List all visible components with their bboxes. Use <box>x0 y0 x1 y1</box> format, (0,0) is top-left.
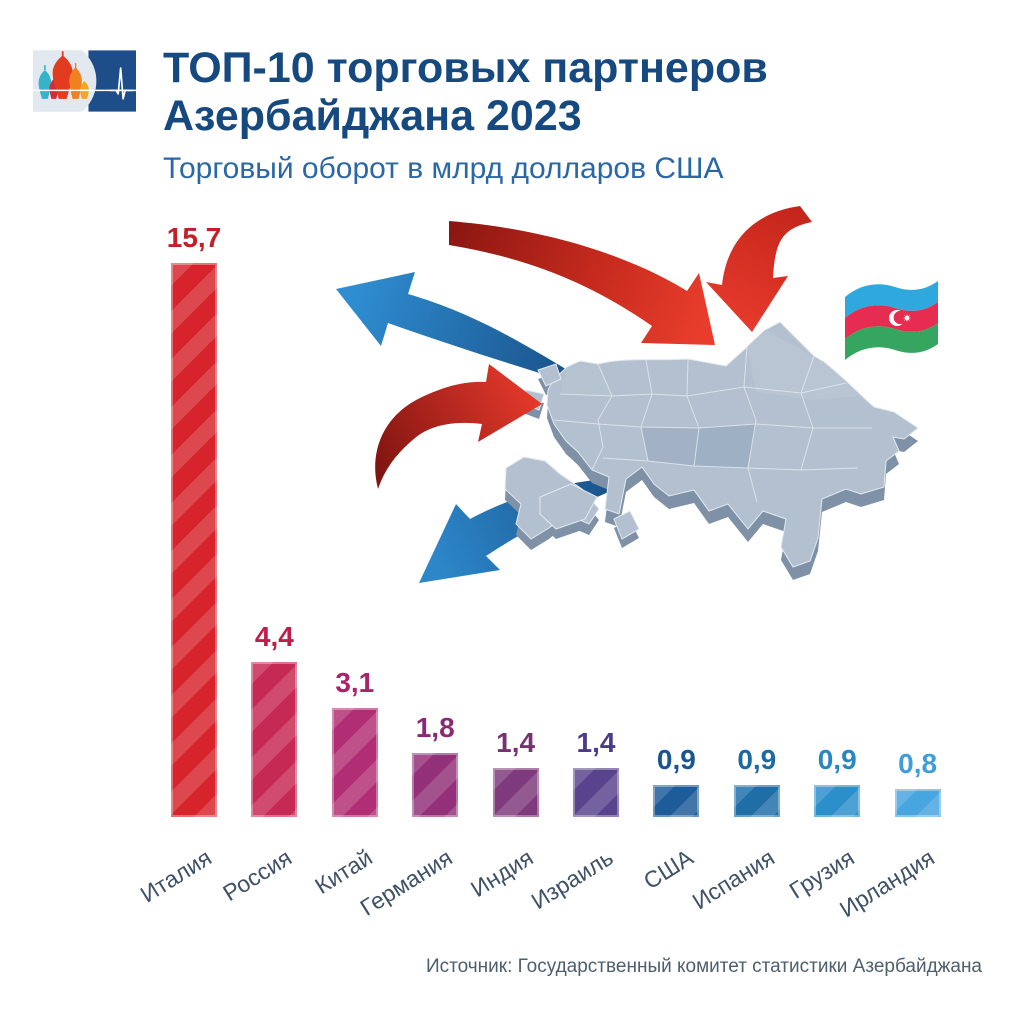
bar <box>331 708 378 817</box>
bar <box>171 263 217 817</box>
bar-value-label: 3,1 <box>335 667 375 698</box>
source-note: Источник: Государственный комитет статис… <box>425 956 982 977</box>
bar-country-label: Израиль <box>526 844 618 915</box>
bar <box>733 785 780 817</box>
bar-value-label: 1,4 <box>576 727 616 758</box>
bar-value-label: 1,8 <box>415 712 455 743</box>
bar <box>492 768 539 817</box>
bar-value-label: 0,9 <box>737 744 777 775</box>
bar <box>894 789 941 817</box>
bar-country-label: Испания <box>687 844 779 915</box>
bar-value-label: 0,9 <box>656 744 696 775</box>
bar <box>251 662 298 817</box>
ecg-pulse-icon <box>109 67 134 100</box>
page-title-line2: Азербайджана 2023 <box>163 92 582 140</box>
page-title-line1: ТОП-10 торговых партнеров <box>163 44 768 92</box>
bar-country-label: Россия <box>218 844 297 907</box>
bar <box>412 753 459 817</box>
bar-country-label: Италия <box>135 844 216 908</box>
bar <box>653 785 700 817</box>
logo-navy-panel <box>88 50 136 112</box>
bar <box>814 785 861 817</box>
bar-value-label: 0,9 <box>817 744 857 775</box>
bar-value-label: 0,8 <box>898 748 938 779</box>
chart-subtitle: Торговый оборот в млрд долларов США <box>163 152 724 185</box>
bar-value-label: 15,7 <box>166 222 222 253</box>
bar-value-label: 1,4 <box>496 727 536 758</box>
page-title: ТОП-10 торговых партнеров Азербайджана 2… <box>163 44 923 140</box>
publisher-logo <box>33 50 136 112</box>
bar-country-label: США <box>639 844 699 895</box>
bar <box>573 768 619 817</box>
bar-value-label: 4,4 <box>254 621 294 652</box>
